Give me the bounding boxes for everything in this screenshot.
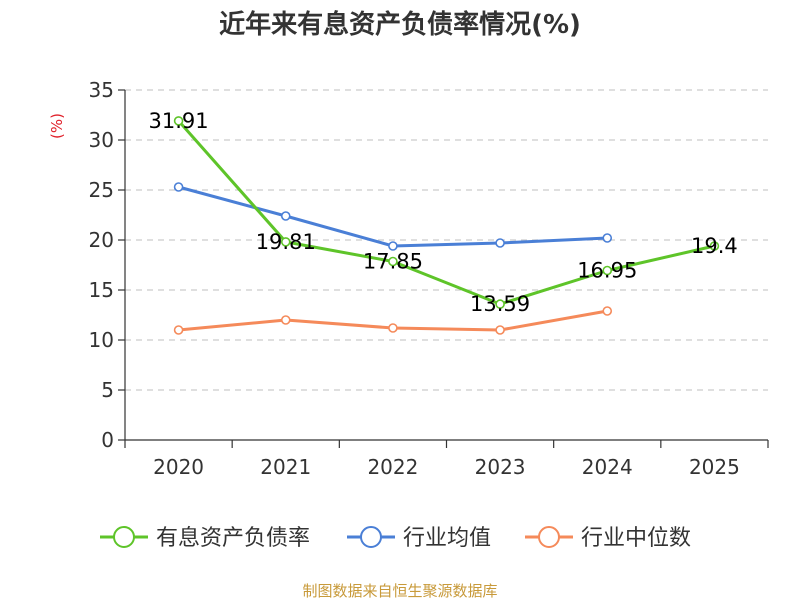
y-tick-label: 10 <box>89 328 114 352</box>
legend-item: 有息资产负债率 <box>100 526 310 551</box>
data-point <box>173 116 184 126</box>
data-labels: 31.91 19.81 17.85 13.59 16.95 19.4 <box>149 109 738 316</box>
series-line <box>177 119 715 306</box>
data-label: 16.95 <box>577 259 637 283</box>
y-tick-label: 30 <box>89 128 114 152</box>
legend-item: 行业中位数 <box>525 526 691 551</box>
series-lines <box>173 116 720 335</box>
data-point <box>495 238 505 248</box>
x-tick-label: 2021 <box>260 455 311 479</box>
data-point <box>280 237 291 247</box>
footer-source-note: 制图数据来自恒生聚源数据库 <box>302 582 497 600</box>
data-point <box>388 241 398 251</box>
legend-label: 行业中位数 <box>581 526 691 551</box>
data-point <box>602 306 613 316</box>
series-2 <box>173 306 613 335</box>
data-point <box>495 299 505 309</box>
y-axis-unit-label: (%) <box>48 113 66 139</box>
x-tick-label: 2020 <box>153 455 204 479</box>
series-0 <box>173 116 720 309</box>
y-tick-label: 0 <box>101 428 114 452</box>
legend-label: 有息资产负债率 <box>156 526 310 551</box>
y-tick-label: 5 <box>101 378 114 402</box>
data-label: 31.91 <box>149 109 209 133</box>
x-tick-label: 2025 <box>689 455 740 479</box>
data-label: 19.81 <box>256 230 316 254</box>
data-point <box>388 323 398 333</box>
x-tick-label: 2024 <box>582 455 633 479</box>
legend-swatch-marker <box>113 526 135 548</box>
legend-item: 行业均值 <box>347 526 491 551</box>
legend-swatch-marker <box>360 526 382 548</box>
series-line <box>178 185 608 248</box>
data-point <box>602 265 613 276</box>
series-1 <box>173 182 613 251</box>
x-tick-label: 2023 <box>475 455 526 479</box>
y-tick-label: 15 <box>89 278 114 302</box>
data-point <box>388 256 398 267</box>
data-point <box>173 182 184 192</box>
legend-swatch-marker <box>538 526 560 548</box>
legend-label: 行业均值 <box>403 526 491 551</box>
grid-lines <box>125 89 768 391</box>
y-tick-label: 25 <box>89 178 114 202</box>
data-point <box>280 315 291 325</box>
chart-title: 近年来有息资产负债率情况(%) <box>219 9 581 40</box>
data-label: 17.85 <box>363 250 423 274</box>
data-point <box>602 233 613 243</box>
data-point <box>709 241 720 251</box>
data-label: 13.59 <box>470 292 530 316</box>
data-point <box>495 325 505 335</box>
legend: 有息资产负债率 行业均值 行业中位数 <box>100 526 691 551</box>
y-tick-label: 35 <box>89 78 114 102</box>
data-label: 19.4 <box>691 234 738 258</box>
data-point <box>173 325 184 335</box>
x-tick-label: 2022 <box>367 455 418 479</box>
data-point <box>280 211 291 221</box>
y-tick-label: 20 <box>89 228 114 252</box>
